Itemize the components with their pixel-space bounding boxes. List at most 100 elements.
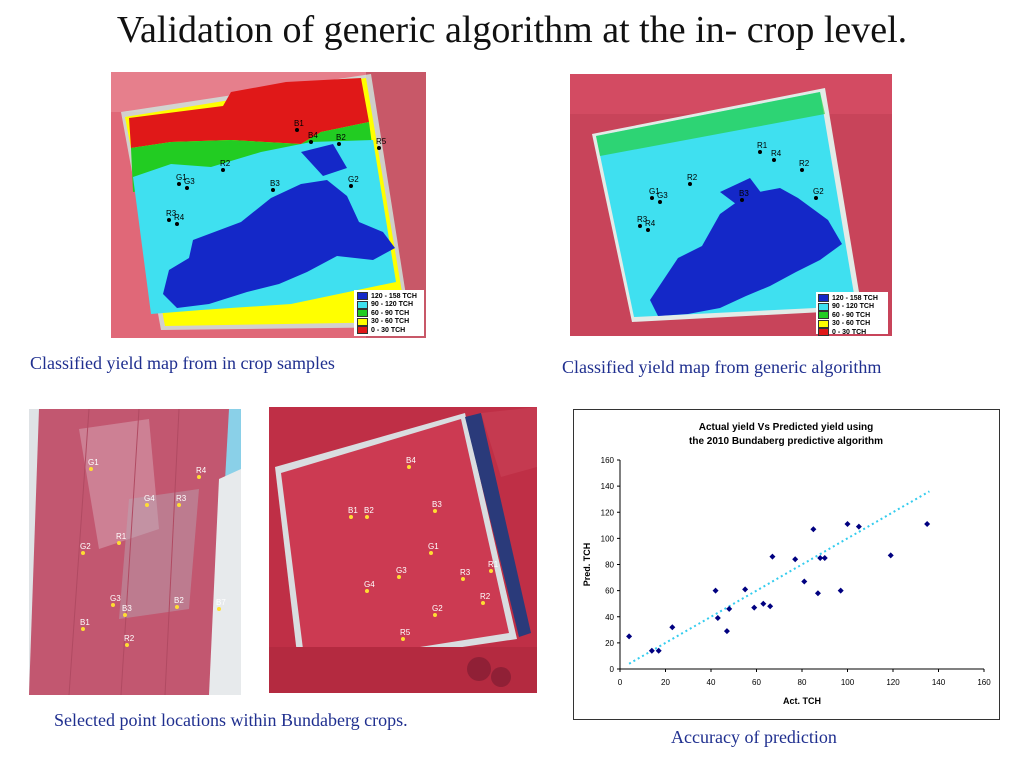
sample-point-label: B2 — [174, 596, 184, 605]
legend-row: 0 - 30 TCH — [818, 328, 888, 336]
legend-row: 30 - 60 TCH — [357, 317, 423, 327]
sample-point-label: G3 — [184, 177, 195, 186]
sample-point-marker — [800, 168, 804, 172]
accuracy-scatter-chart: Actual yield Vs Predicted yield using the… — [573, 409, 1000, 720]
sample-point-label: R2 — [220, 159, 231, 168]
sample-point-marker — [175, 222, 179, 226]
legend-label: 0 - 30 TCH — [832, 328, 867, 336]
legend-label: 30 - 60 TCH — [832, 320, 871, 328]
sample-point-marker — [81, 627, 85, 631]
sample-point-label: G4 — [364, 580, 375, 589]
sample-point-marker — [217, 607, 221, 611]
y-tick-label: 60 — [605, 587, 614, 596]
legend-swatch — [357, 309, 368, 318]
sample-point-label: R1 — [757, 141, 768, 150]
data-point — [810, 526, 817, 533]
legend-map-generic: 120 - 158 TCH 90 - 120 TCH 60 - 90 TCH 30 -… — [818, 294, 888, 336]
legend-label: 0 - 30 TCH — [371, 326, 406, 334]
data-point — [837, 587, 844, 594]
data-point — [801, 578, 808, 585]
yield-map-in-crop-samples: B1 B4 B2 R5 R2 G1 G3 R3 R4 G2 B3 120 - 158 TCH 90 -… — [111, 72, 426, 338]
sample-point-marker — [175, 605, 179, 609]
sample-point-marker — [81, 551, 85, 555]
sample-point-label: R2 — [687, 173, 698, 182]
sample-point-label: B4 — [308, 131, 318, 140]
yield-map-generic-algorithm: R1 R4 R2 R2 G1 G3 R3 R4 G2 B3 120 - 158 TCH 90 - 1… — [570, 74, 892, 336]
legend-label: 120 - 158 TCH — [371, 292, 417, 300]
sample-point-label: B3 — [739, 189, 749, 198]
data-point — [712, 587, 719, 594]
slide-title: Validation of generic algorithm at the i… — [116, 9, 908, 51]
sample-point-marker — [433, 613, 437, 617]
y-axis-label: Pred. TCH — [582, 543, 592, 587]
sample-point-marker — [111, 603, 115, 607]
x-tick-label: 40 — [707, 678, 716, 687]
x-tick-label: 100 — [841, 678, 855, 687]
legend-swatch — [818, 311, 829, 320]
sample-point-marker — [433, 509, 437, 513]
data-point — [648, 647, 655, 654]
sample-point-label: G1 — [428, 542, 439, 551]
sample-point-marker — [688, 182, 692, 186]
sample-point-marker — [377, 146, 381, 150]
sample-point-label: R5 — [400, 628, 411, 637]
legend-row: 120 - 158 TCH — [818, 294, 888, 303]
sample-point-label: B1 — [294, 119, 304, 128]
legend-row: 0 - 30 TCH — [357, 326, 423, 335]
sample-point-label: G1 — [649, 187, 660, 196]
sample-point-marker — [365, 515, 369, 519]
sample-point-label: R3 — [460, 568, 471, 577]
sample-point-label: R5 — [376, 137, 387, 146]
sample-point-marker — [365, 589, 369, 593]
x-tick-label: 80 — [798, 678, 807, 687]
legend-label: 90 - 120 TCH — [832, 303, 875, 311]
sample-point-label: G1 — [176, 173, 187, 182]
sample-point-marker — [814, 196, 818, 200]
sample-point-label: R4 — [771, 149, 782, 158]
sample-point-marker — [309, 140, 313, 144]
sample-point-marker — [349, 184, 353, 188]
legend-row: 90 - 120 TCH — [357, 300, 423, 310]
legend-swatch — [818, 302, 829, 311]
sample-point-label: R3 — [176, 494, 187, 503]
legend-label: 30 - 60 TCH — [371, 318, 410, 326]
sample-point-label: R2 — [124, 634, 135, 643]
sample-point-marker — [758, 150, 762, 154]
sample-point-marker — [407, 465, 411, 469]
legend-label: 120 - 158 TCH — [832, 294, 878, 302]
sample-point-marker — [123, 613, 127, 617]
sample-point-label: B2 — [336, 133, 346, 142]
sample-point-marker — [772, 158, 776, 162]
crop-photo-2-image: B4 B1 B2 B3 G1 G3 G4 R3 R1 R2 G2 R5 — [269, 407, 537, 693]
caption-point-locations: Selected point locations within Bundaber… — [54, 710, 408, 730]
legend-swatch — [818, 319, 829, 328]
sample-point-label: G2 — [80, 542, 91, 551]
sample-point-label: B7 — [216, 598, 226, 607]
legend-swatch — [357, 300, 368, 309]
data-point — [767, 603, 774, 610]
chart-title: the 2010 Bundaberg predictive algorithm — [689, 436, 883, 447]
sample-point-marker — [658, 200, 662, 204]
data-point — [669, 624, 676, 631]
x-tick-label: 60 — [752, 678, 761, 687]
sample-point-label: R4 — [196, 466, 207, 475]
sample-point-marker — [177, 182, 181, 186]
legend-swatch — [818, 294, 829, 303]
data-point — [792, 556, 799, 563]
sample-point-marker — [349, 515, 353, 519]
sample-point-label: B2 — [364, 506, 374, 515]
sample-point-marker — [197, 475, 201, 479]
crop-photo-1: R4 G4 R3 R1 G2 G3 B3 B1 R2 B2 B7 G1 — [29, 409, 241, 695]
sample-point-label: B3 — [432, 500, 442, 509]
legend-label: 60 - 90 TCH — [371, 309, 410, 317]
data-point — [814, 590, 821, 597]
sample-point-marker — [89, 467, 93, 471]
chart-title: Actual yield Vs Predicted yield using — [699, 422, 874, 433]
sample-point-label: R4 — [174, 213, 185, 222]
data-point — [887, 552, 894, 559]
sample-point-label: R3 — [166, 209, 177, 218]
data-point — [855, 523, 862, 530]
legend-swatch — [357, 326, 368, 335]
data-point — [742, 586, 749, 593]
legend-map-in-crop: 120 - 158 TCH 90 - 120 TCH 60 - 90 TCH 30 -… — [357, 292, 423, 335]
